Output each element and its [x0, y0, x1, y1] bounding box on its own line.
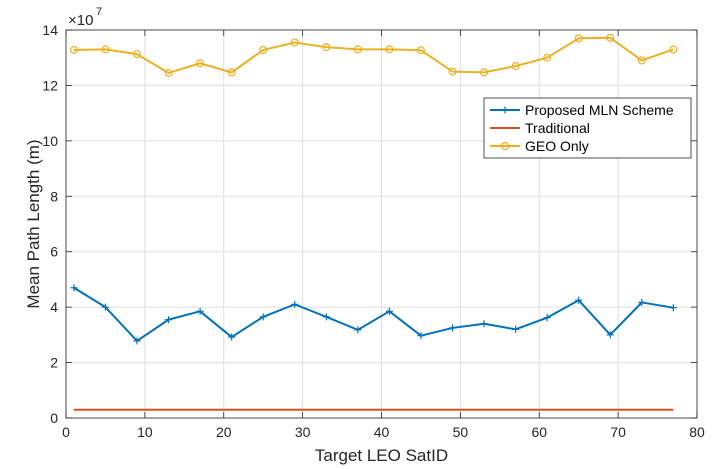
legend-item: Proposed MLN Scheme [490, 102, 674, 118]
data-point [501, 142, 510, 151]
data-point [416, 46, 425, 55]
y-tick-label: 12 [42, 77, 58, 93]
data-point [543, 53, 552, 62]
data-point [501, 106, 509, 114]
data-point [354, 326, 362, 334]
data-point [101, 303, 109, 311]
data-point [259, 45, 268, 54]
legend-label: Proposed MLN Scheme [525, 102, 674, 118]
x-tick-label: 80 [689, 424, 705, 440]
data-point [353, 45, 362, 54]
y-axis-multiplier: ×10 7 [68, 6, 102, 29]
x-tick-label: 30 [295, 424, 311, 440]
data-point [322, 313, 330, 321]
x-axis-label: Target LEO SatID [315, 446, 448, 465]
data-point [637, 56, 646, 65]
data-point [480, 68, 489, 77]
data-point [70, 284, 78, 292]
x-tick-label: 70 [610, 424, 626, 440]
data-point [448, 324, 456, 332]
data-point [638, 298, 646, 306]
series-line [73, 36, 674, 74]
tick-labels: 0 10 20 30 40 50 60 70 80 0 2 4 6 8 10 12 14 [42, 22, 705, 440]
data-point [385, 45, 394, 54]
x-tick-label: 50 [453, 424, 469, 440]
y-tick-label: 0 [50, 410, 58, 426]
x-tick-label: 60 [531, 424, 547, 440]
data-point [574, 34, 583, 43]
data-point [511, 62, 520, 71]
x-tick-label: 20 [216, 424, 232, 440]
x-tick-label: 10 [137, 424, 153, 440]
y-axis-label: Mean Path Length (m) [24, 139, 43, 308]
y-tick-label: 14 [42, 22, 58, 38]
legend-label: GEO Only [525, 138, 589, 154]
data-point [196, 307, 204, 315]
data-point [69, 45, 78, 54]
legend-items: Proposed MLN Scheme Traditional GEO Only [490, 102, 674, 154]
y-tick-label: 2 [50, 355, 58, 371]
data-point [228, 333, 236, 341]
data-point [291, 300, 299, 308]
data-point [164, 68, 173, 77]
y-tick-label: 10 [42, 133, 58, 149]
data-point [606, 33, 615, 42]
legend: Proposed MLN Scheme Traditional GEO Only [483, 97, 692, 159]
legend-label: Traditional [525, 120, 590, 136]
data-point [290, 38, 299, 47]
y-tick-label: 6 [50, 244, 58, 260]
data-point [669, 45, 678, 54]
data-point [101, 45, 110, 54]
y-tick-label: 4 [50, 299, 58, 315]
data-point [322, 43, 331, 52]
legend-item: Traditional [490, 120, 590, 136]
series-proposed-mln-scheme [70, 284, 677, 345]
multiplier-exponent: 7 [96, 6, 102, 18]
data-point [512, 325, 520, 333]
multiplier-base: ×10 [68, 12, 93, 29]
data-point [259, 313, 267, 321]
series-line [73, 286, 674, 342]
series-geo-only [69, 33, 678, 77]
data-point [227, 68, 236, 77]
axes [65, 29, 698, 419]
data-point [385, 307, 393, 315]
x-tick-label: 40 [374, 424, 390, 440]
data-point [606, 331, 614, 339]
data-point [132, 50, 141, 59]
x-tick-label: 0 [62, 424, 70, 440]
data-point [133, 337, 141, 345]
data-point [448, 67, 457, 76]
data-point [165, 316, 173, 324]
data-point [196, 59, 205, 68]
data-point [417, 332, 425, 340]
data-point [480, 320, 488, 328]
data-point [669, 304, 677, 312]
data-point [543, 314, 551, 322]
data-point [575, 296, 583, 304]
legend-item: GEO Only [490, 138, 589, 154]
y-tick-label: 8 [50, 188, 58, 204]
series-layer [69, 33, 678, 411]
